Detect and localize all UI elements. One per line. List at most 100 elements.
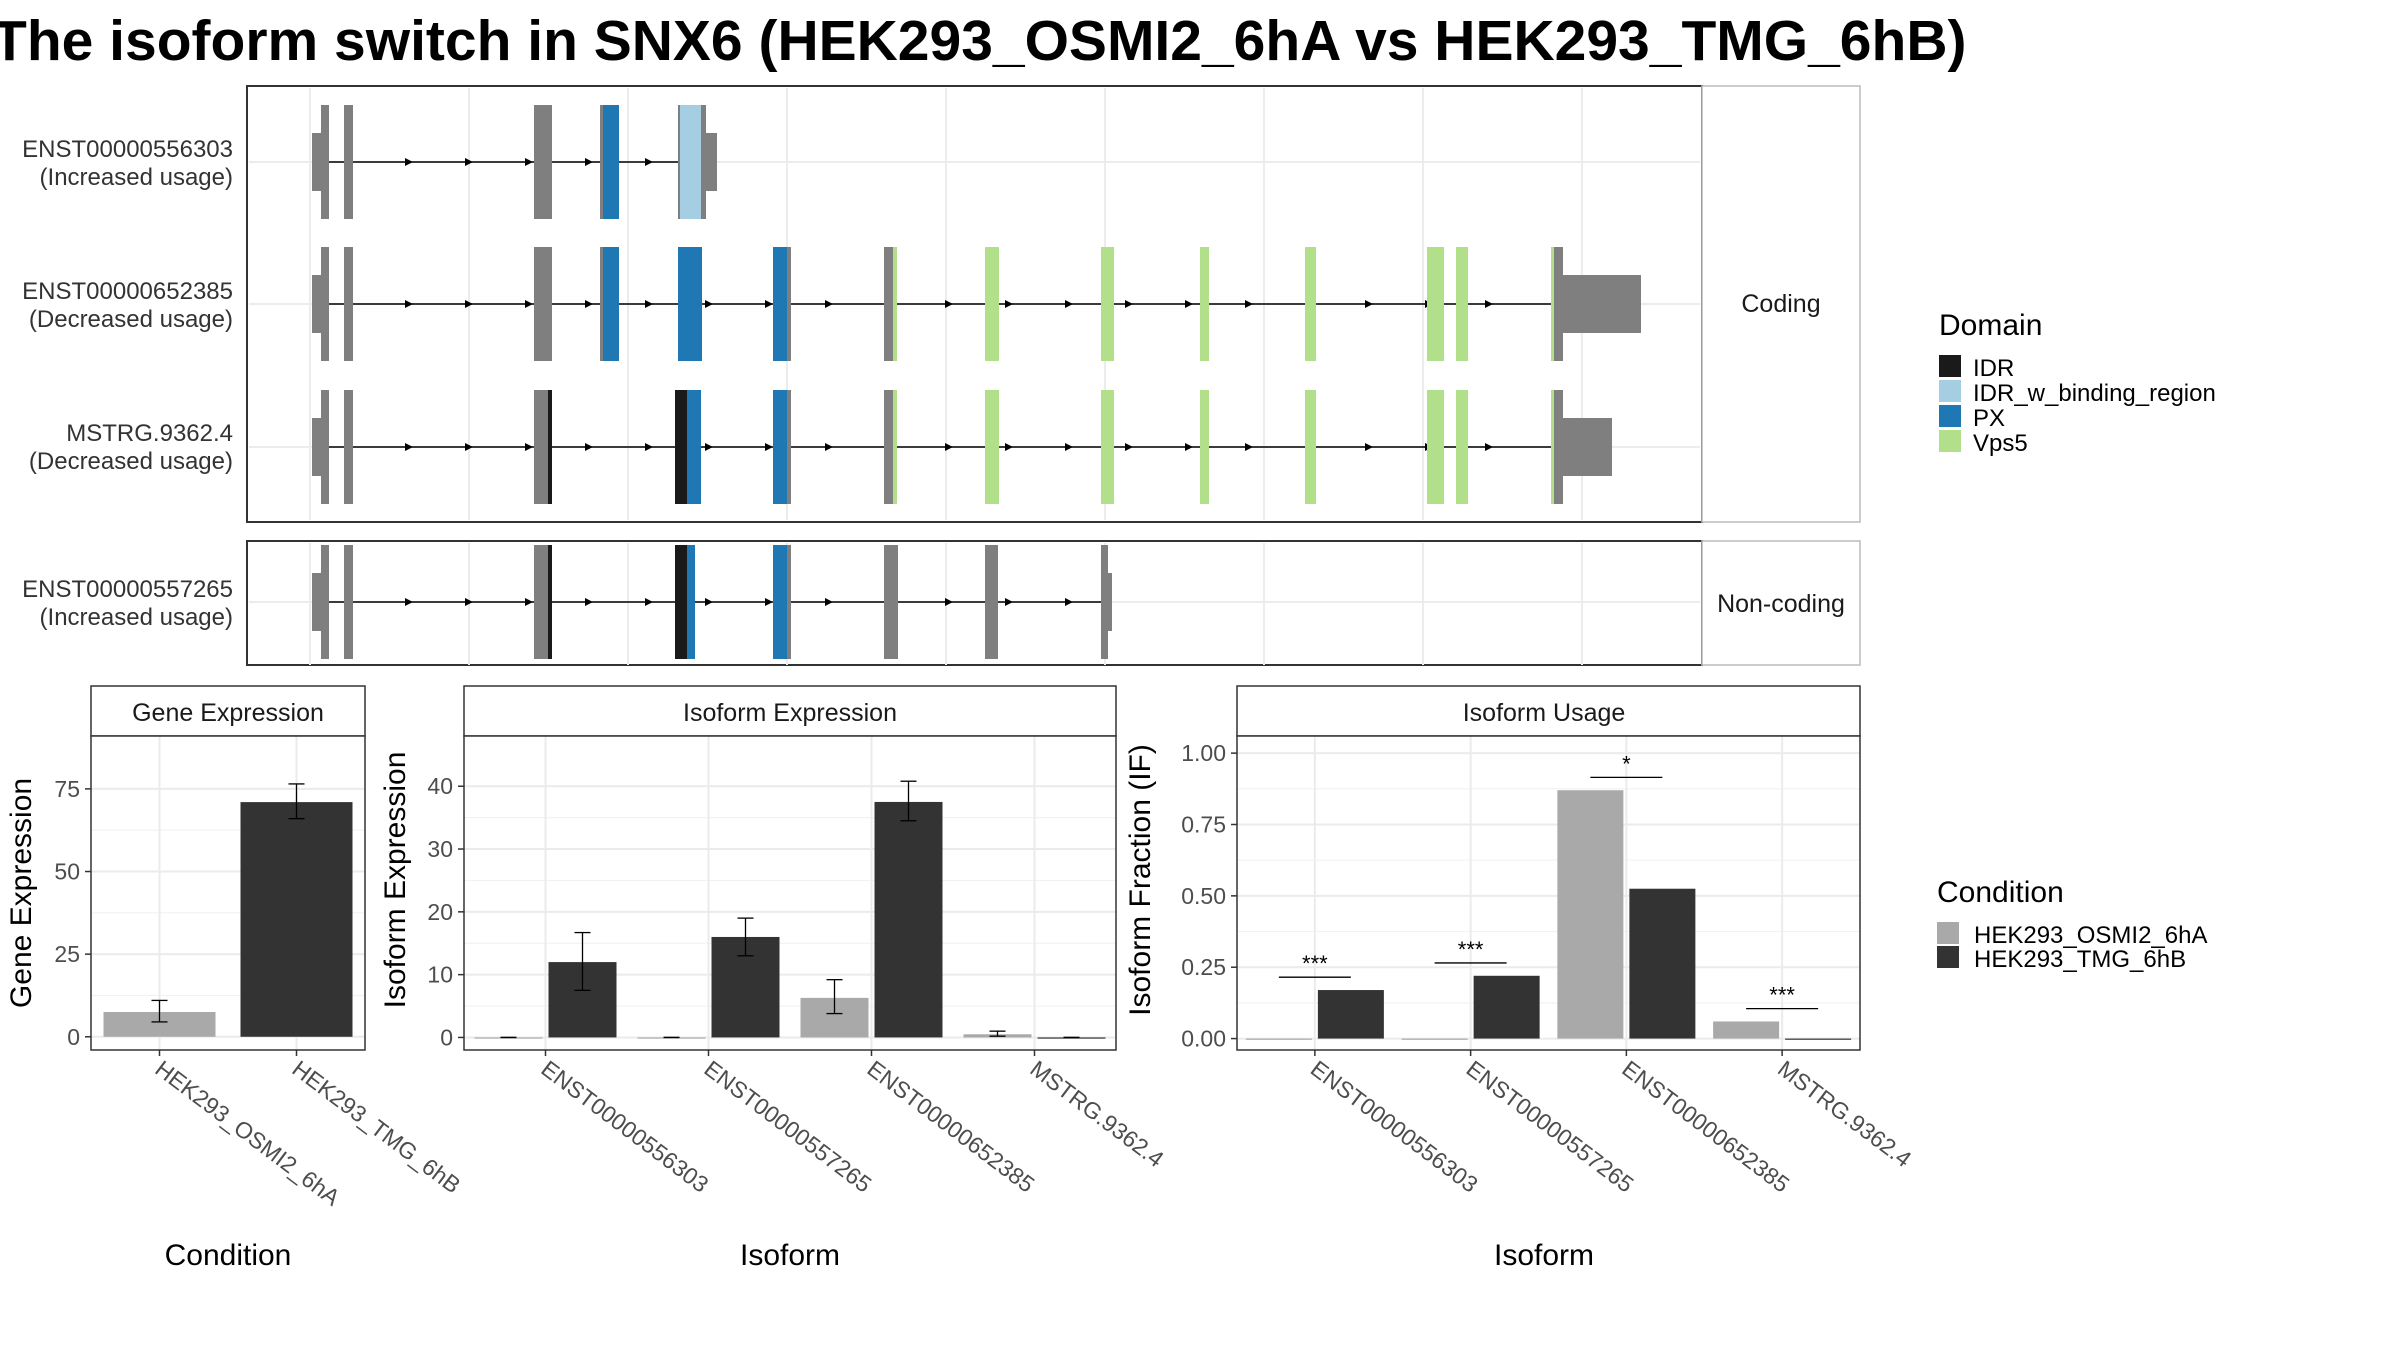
isoform-label-usage: (Increased usage) xyxy=(40,604,233,631)
coding-exon xyxy=(321,105,329,219)
bar xyxy=(240,802,353,1037)
intron-arrow xyxy=(1365,300,1373,308)
isoform-label-usage: (Increased usage) xyxy=(40,164,233,191)
intron-arrow xyxy=(465,300,473,308)
intron-arrow xyxy=(1245,443,1253,451)
intron-arrow xyxy=(765,443,773,451)
significance-label: *** xyxy=(1769,983,1795,1008)
intron-arrow xyxy=(1485,443,1493,451)
utr-exon xyxy=(312,133,322,191)
intron-arrow xyxy=(1005,598,1013,606)
domain-px xyxy=(773,545,787,659)
bar xyxy=(1245,1038,1312,1040)
domain-vps5 xyxy=(1456,390,1468,504)
x-tick-label: ENST00000556303 xyxy=(536,1055,713,1197)
domain-idr xyxy=(675,545,687,659)
intron-arrow xyxy=(405,598,413,606)
intron-arrow xyxy=(765,598,773,606)
intron-arrow xyxy=(585,158,593,166)
intron-arrow xyxy=(825,598,833,606)
legend-label-idr-binding: IDR_w_binding_region xyxy=(1973,380,2216,407)
utr-exon xyxy=(312,573,322,631)
strip-noncoding: Non-coding xyxy=(1717,590,1845,618)
domain-px xyxy=(603,247,619,361)
intron-arrow xyxy=(1005,300,1013,308)
domain-vps5 xyxy=(1427,390,1444,504)
y-tick-label: 20 xyxy=(427,899,453,925)
y-tick-label: 1.00 xyxy=(1181,740,1226,766)
coding-exon xyxy=(701,105,706,219)
noncoding-strip-box xyxy=(1701,540,1861,666)
coding-exon xyxy=(884,390,893,504)
domain-vps5 xyxy=(1551,390,1554,504)
intron-arrow xyxy=(705,443,713,451)
coding-exon xyxy=(344,105,353,219)
coding-strip-box xyxy=(1701,85,1861,523)
legend-swatch-px xyxy=(1939,405,1961,427)
intron-arrow xyxy=(465,158,473,166)
coding-exon xyxy=(534,105,552,219)
x-tick-label: ENST00000652385 xyxy=(862,1055,1039,1197)
coding-exon xyxy=(321,545,329,659)
coding-exon xyxy=(534,545,548,659)
intron-arrow xyxy=(825,300,833,308)
coding-exon xyxy=(600,105,603,219)
isoform-usage-ylabel: Isoform Fraction (IF) xyxy=(1124,744,1157,1016)
significance-label: * xyxy=(1622,751,1631,776)
bar xyxy=(1785,1038,1852,1040)
intron-arrow xyxy=(1065,598,1073,606)
coding-exon xyxy=(321,390,329,504)
domain-vps5 xyxy=(1200,390,1209,504)
coding-exon xyxy=(344,390,353,504)
intron-arrow xyxy=(1065,443,1073,451)
bar xyxy=(1317,990,1384,1039)
isoform-expression-chart: Isoform Expression Isoform Isoform Expre… xyxy=(379,685,1169,1272)
isoform-label-id: ENST00000556303 xyxy=(22,136,233,163)
intron-arrow xyxy=(1005,443,1013,451)
intron-arrow xyxy=(825,443,833,451)
intron-arrow xyxy=(1245,300,1253,308)
strip-box xyxy=(1236,685,1861,737)
coding-exon xyxy=(884,247,893,361)
intron-arrow xyxy=(645,300,653,308)
domain-vps5 xyxy=(985,390,999,504)
figure-title: The isoform switch in SNX6 (HEK293_OSMI2… xyxy=(0,9,1966,73)
domain-px xyxy=(603,105,619,219)
y-tick-label: 0.00 xyxy=(1181,1026,1226,1052)
domain-vps5 xyxy=(1551,247,1554,361)
bar xyxy=(1473,975,1540,1039)
intron-arrow xyxy=(1365,443,1373,451)
domain-legend-title: Domain xyxy=(1939,309,2042,342)
isoform-usage-chart: Isoform Usage Isoform Isoform Fraction (… xyxy=(1124,685,1917,1272)
intron-arrow xyxy=(585,443,593,451)
isoform-usage-xlabel: Isoform xyxy=(1494,1239,1594,1272)
legend-label-idr: IDR xyxy=(1973,355,2014,382)
x-tick-label: MSTRG.9362.4 xyxy=(1773,1055,1916,1172)
y-tick-label: 25 xyxy=(54,941,80,967)
domain-px xyxy=(687,545,695,659)
bar xyxy=(874,801,943,1038)
intron-arrow xyxy=(405,300,413,308)
coding-exon xyxy=(534,390,548,504)
legend-swatch-idr-binding xyxy=(1939,380,1961,402)
legend-swatch-cond1 xyxy=(1937,922,1959,944)
coding-exon xyxy=(1554,247,1563,361)
intron-arrow xyxy=(525,300,533,308)
gene-expression-xlabel: Condition xyxy=(165,1239,292,1272)
y-tick-label: 50 xyxy=(54,859,80,885)
isoform-label-usage: (Decreased usage) xyxy=(29,448,233,475)
legend-swatch-vps5 xyxy=(1939,430,1961,452)
intron-arrow xyxy=(465,598,473,606)
panel-frame xyxy=(463,735,1117,1051)
legend-swatch-cond2 xyxy=(1937,946,1959,968)
isoform-label-id: ENST00000652385 xyxy=(22,278,233,305)
intron-arrow xyxy=(1125,300,1133,308)
domain-vps5 xyxy=(1101,247,1114,361)
coding-exon xyxy=(344,247,353,361)
y-tick-label: 40 xyxy=(427,773,453,799)
domain-idr xyxy=(548,545,552,659)
domain-idr xyxy=(548,390,552,504)
y-tick-label: 30 xyxy=(427,836,453,862)
y-tick-label: 0.75 xyxy=(1181,811,1226,837)
